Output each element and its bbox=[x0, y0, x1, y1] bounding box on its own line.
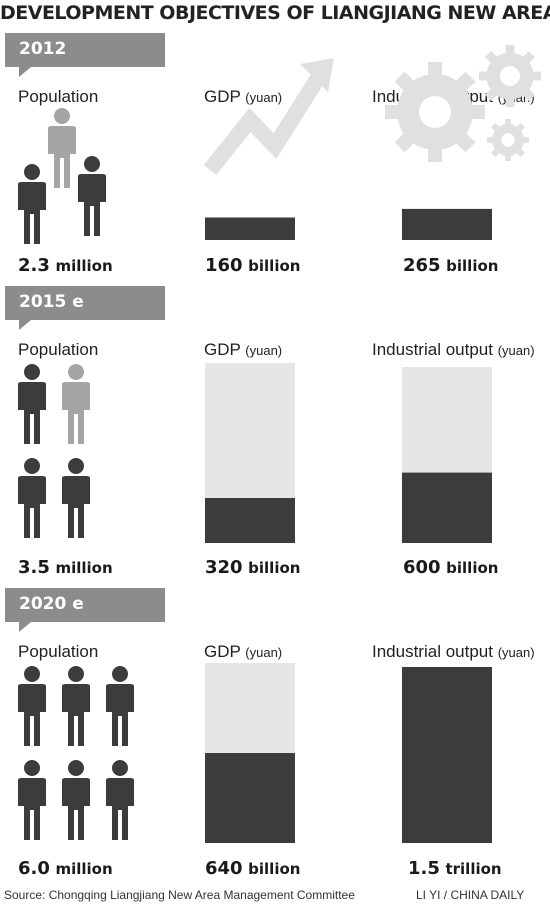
population-label: Population bbox=[18, 87, 99, 106]
industrial-value-2020: 1.5 trillion bbox=[408, 858, 502, 879]
person-icon bbox=[48, 108, 76, 188]
gdp-bar bbox=[205, 753, 295, 843]
source-note: Source: Chongqing Liangjiang New Area Ma… bbox=[4, 888, 355, 902]
population-value-2020: 6.0 million bbox=[18, 858, 113, 879]
person-icon bbox=[106, 760, 134, 840]
value-number: 2.3 bbox=[18, 255, 50, 276]
value-number: 3.5 bbox=[18, 557, 50, 578]
gdp-bar bbox=[205, 217, 295, 240]
population-figures-2015 bbox=[18, 364, 90, 538]
industrial-unit: (yuan) bbox=[497, 645, 535, 660]
industrial-value-2012: 265 billion bbox=[403, 255, 498, 276]
gdp-label: GDP (yuan) bbox=[204, 642, 282, 662]
value-suffix: million bbox=[55, 860, 113, 878]
year-label-2015: 2015 e bbox=[19, 292, 84, 312]
industrial-value-2015: 600 billion bbox=[403, 557, 498, 578]
value-number: 1.5 bbox=[408, 858, 440, 879]
industrial-label-text: Industrial output bbox=[372, 340, 493, 359]
rising-arrow-icon bbox=[203, 58, 334, 175]
value-number: 160 bbox=[205, 255, 243, 276]
population-label: Population bbox=[18, 340, 99, 359]
value-number: 600 bbox=[403, 557, 441, 578]
gdp-label-text: GDP bbox=[204, 87, 241, 106]
value-suffix: billion bbox=[248, 257, 301, 275]
gdp-unit: (yuan) bbox=[245, 343, 283, 358]
population-figures-2020 bbox=[18, 666, 134, 840]
gdp-label-text: GDP bbox=[204, 340, 241, 359]
population-value-2012: 2.3 million bbox=[18, 255, 113, 276]
gdp-label: GDP (yuan) bbox=[204, 87, 282, 107]
value-suffix: billion bbox=[248, 860, 301, 878]
value-suffix: million bbox=[55, 559, 113, 577]
value-suffix: million bbox=[55, 257, 113, 275]
industrial-bar bbox=[402, 472, 492, 543]
gdp-unit: (yuan) bbox=[245, 90, 283, 105]
person-icon bbox=[62, 666, 90, 746]
value-suffix: billion bbox=[446, 559, 499, 577]
chart-title: DEVELOPMENT OBJECTIVES OF LIANGJIANG NEW… bbox=[0, 2, 550, 24]
industrial-unit: (yuan) bbox=[497, 343, 535, 358]
gdp-value-2012: 160 billion bbox=[205, 255, 300, 276]
gdp-label: GDP (yuan) bbox=[204, 340, 282, 360]
gdp-value-2020: 640 billion bbox=[205, 858, 300, 879]
person-icon bbox=[18, 364, 46, 444]
population-value-2015: 3.5 million bbox=[18, 557, 113, 578]
person-icon bbox=[62, 364, 90, 444]
gdp-unit: (yuan) bbox=[245, 645, 283, 660]
year-label-2020: 2020 e bbox=[19, 594, 84, 614]
population-label: Population bbox=[18, 642, 99, 661]
person-icon bbox=[62, 458, 90, 538]
value-number: 640 bbox=[205, 858, 243, 879]
person-icon bbox=[78, 156, 106, 236]
credit-note: LI YI / CHINA DAILY bbox=[416, 888, 525, 902]
value-suffix: billion bbox=[248, 559, 301, 577]
person-icon bbox=[18, 666, 46, 746]
person-icon bbox=[18, 164, 46, 244]
industrial-label: Industrial output (yuan) bbox=[372, 340, 535, 360]
gdp-label-text: GDP bbox=[204, 642, 241, 661]
gdp-bar bbox=[205, 498, 295, 543]
year-banner-2015: 2015 e bbox=[5, 286, 165, 330]
person-icon bbox=[18, 458, 46, 538]
year-banner-2012: 2012 bbox=[5, 33, 165, 77]
value-suffix: billion bbox=[446, 257, 499, 275]
value-number: 320 bbox=[205, 557, 243, 578]
value-number: 265 bbox=[403, 255, 441, 276]
value-suffix: trillion bbox=[445, 860, 502, 878]
value-number: 6.0 bbox=[18, 858, 50, 879]
year-banner-2020: 2020 e bbox=[5, 588, 165, 632]
person-icon bbox=[62, 760, 90, 840]
industrial-bar bbox=[402, 208, 492, 240]
year-label-2012: 2012 bbox=[19, 39, 67, 59]
gdp-value-2015: 320 billion bbox=[205, 557, 300, 578]
industrial-bar bbox=[402, 667, 492, 843]
population-figures-2012 bbox=[18, 108, 106, 244]
person-icon bbox=[106, 666, 134, 746]
industrial-label: Industrial output (yuan) bbox=[372, 642, 535, 662]
person-icon bbox=[18, 760, 46, 840]
industrial-label-text: Industrial output bbox=[372, 642, 493, 661]
